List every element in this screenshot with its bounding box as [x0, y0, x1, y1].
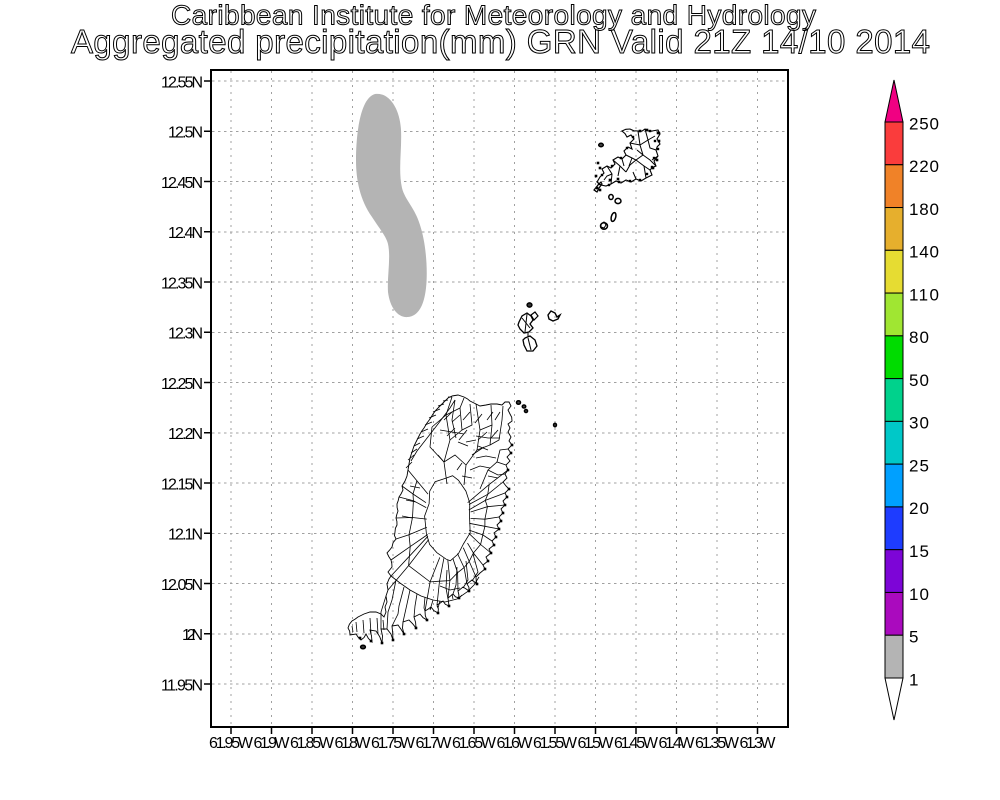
svg-text:10: 10: [909, 585, 929, 604]
svg-text:61.55W: 61.55W: [533, 735, 578, 752]
svg-text:61.9W: 61.9W: [254, 735, 291, 752]
svg-text:Caribbean Institute for Meteor: Caribbean Institute for Meteorology and …: [171, 0, 816, 31]
svg-text:61.75W: 61.75W: [371, 735, 416, 752]
svg-text:12.35N: 12.35N: [161, 275, 203, 292]
svg-text:15: 15: [909, 542, 929, 561]
svg-text:61.8W: 61.8W: [335, 735, 372, 752]
svg-text:61.95W: 61.95W: [209, 735, 254, 752]
svg-text:61.4W: 61.4W: [659, 735, 696, 752]
svg-text:61.85W: 61.85W: [290, 735, 335, 752]
svg-text:12.15N: 12.15N: [161, 476, 203, 493]
svg-text:220: 220: [909, 157, 939, 176]
svg-text:11.95N: 11.95N: [161, 677, 203, 694]
svg-text:61.3W: 61.3W: [740, 735, 777, 752]
svg-text:50: 50: [909, 371, 929, 390]
svg-text:61.6W: 61.6W: [497, 735, 534, 752]
svg-text:250: 250: [909, 114, 939, 133]
svg-text:180: 180: [909, 200, 939, 219]
svg-text:12.4N: 12.4N: [168, 225, 203, 242]
svg-text:12.25N: 12.25N: [161, 376, 203, 393]
svg-text:61.5W: 61.5W: [578, 735, 615, 752]
svg-text:61.7W: 61.7W: [416, 735, 453, 752]
svg-text:12.5N: 12.5N: [168, 125, 203, 142]
svg-text:12.05N: 12.05N: [161, 577, 203, 594]
svg-text:20: 20: [909, 499, 929, 518]
svg-text:5: 5: [909, 628, 918, 647]
svg-text:12.55N: 12.55N: [161, 74, 203, 91]
svg-text:1: 1: [909, 670, 918, 689]
svg-text:61.45W: 61.45W: [614, 735, 659, 752]
svg-text:12N: 12N: [182, 627, 203, 644]
svg-text:110: 110: [909, 285, 939, 304]
svg-text:12.2N: 12.2N: [168, 426, 203, 443]
svg-text:12.45N: 12.45N: [161, 175, 203, 192]
svg-text:80: 80: [909, 328, 929, 347]
svg-text:25: 25: [909, 456, 929, 475]
svg-text:12.1N: 12.1N: [168, 527, 203, 544]
svg-text:61.35W: 61.35W: [695, 735, 740, 752]
svg-text:140: 140: [909, 243, 939, 262]
svg-text:30: 30: [909, 414, 929, 433]
svg-text:Aggregated precipitation(mm) G: Aggregated precipitation(mm) GRN Valid 2…: [71, 23, 930, 60]
svg-text:61.65W: 61.65W: [452, 735, 497, 752]
svg-text:12.3N: 12.3N: [168, 326, 203, 343]
